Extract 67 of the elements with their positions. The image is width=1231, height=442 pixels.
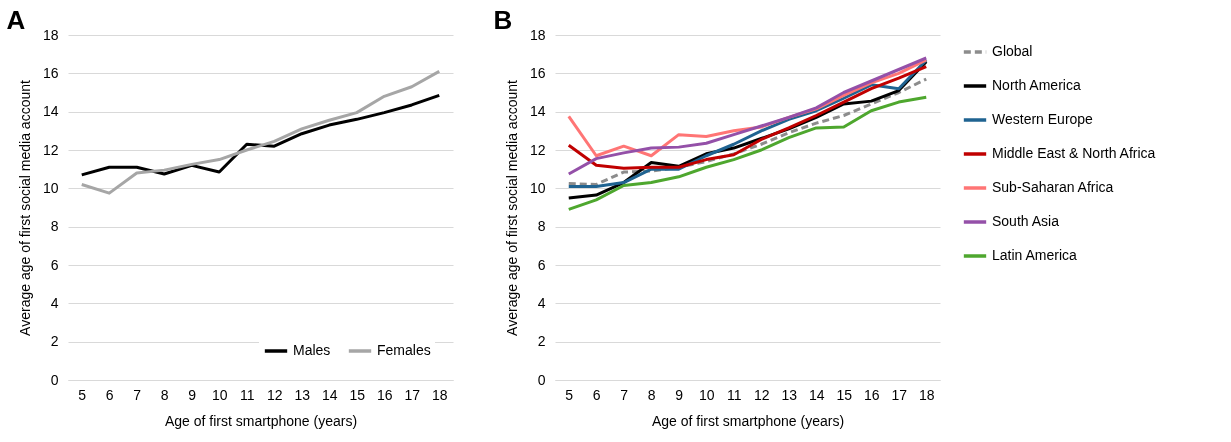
x-tick-label: 12 bbox=[753, 386, 770, 403]
legend-label: North America bbox=[992, 77, 1081, 93]
y-axis-title: Average age of first social media account bbox=[503, 80, 520, 336]
x-tick-label: 17 bbox=[891, 386, 908, 403]
y-tick-label: 8 bbox=[537, 218, 546, 235]
y-axis-title: Average age of first social media account bbox=[16, 80, 33, 336]
y-tick-label: 12 bbox=[529, 141, 546, 158]
x-tick-label: 9 bbox=[675, 386, 684, 403]
chart-title: B bbox=[493, 5, 513, 35]
x-tick-label: 13 bbox=[781, 386, 798, 403]
y-tick-label: 6 bbox=[537, 256, 546, 273]
x-tick-label: 7 bbox=[133, 386, 142, 403]
x-tick-label: 8 bbox=[160, 386, 169, 403]
x-axis-title: Age of first smartphone (years) bbox=[164, 412, 358, 429]
y-tick-label: 16 bbox=[529, 64, 546, 81]
y-tick-label: 14 bbox=[42, 103, 59, 120]
line-series bbox=[567, 95, 928, 211]
x-tick-label: 6 bbox=[592, 386, 601, 403]
x-tick-label: 8 bbox=[647, 386, 656, 403]
x-tick-label: 14 bbox=[808, 386, 825, 403]
x-tick-label: 11 bbox=[239, 386, 255, 403]
legend-label: Males bbox=[293, 342, 331, 358]
y-tick-label: 0 bbox=[537, 371, 546, 388]
y-tick-label: 2 bbox=[50, 333, 59, 350]
x-tick-label: 13 bbox=[294, 386, 311, 403]
x-tick-label: 5 bbox=[565, 386, 574, 403]
x-tick-label: 7 bbox=[620, 386, 629, 403]
legend-label: Western Europe bbox=[992, 111, 1094, 127]
y-tick-label: 4 bbox=[50, 294, 59, 311]
y-tick-label: 16 bbox=[42, 64, 59, 81]
x-tick-label: 11 bbox=[726, 386, 742, 403]
line-series bbox=[80, 69, 441, 195]
legend-label: Global bbox=[992, 43, 1033, 59]
y-tick-label: 8 bbox=[50, 218, 59, 235]
x-tick-label: 18 bbox=[918, 386, 935, 403]
x-tick-label: 12 bbox=[266, 386, 283, 403]
legend-label: Latin America bbox=[992, 247, 1078, 263]
y-tick-label: 18 bbox=[529, 26, 546, 43]
x-tick-label: 10 bbox=[698, 386, 715, 403]
legend-label: Middle East & North Africa bbox=[992, 145, 1156, 161]
y-tick-label: 4 bbox=[537, 294, 546, 311]
x-tick-label: 5 bbox=[78, 386, 87, 403]
legend-label: South Asia bbox=[992, 213, 1060, 229]
legend-label: Sub-Saharan Africa bbox=[992, 179, 1114, 195]
line-series bbox=[567, 77, 928, 186]
x-tick-label: 16 bbox=[376, 386, 393, 403]
x-tick-label: 6 bbox=[105, 386, 114, 403]
y-tick-label: 6 bbox=[50, 256, 59, 273]
y-tick-label: 18 bbox=[42, 26, 59, 43]
x-tick-label: 9 bbox=[188, 386, 197, 403]
x-tick-label: 14 bbox=[321, 386, 338, 403]
line-series bbox=[80, 93, 441, 177]
legend-label: Females bbox=[377, 342, 431, 358]
x-tick-label: 16 bbox=[863, 386, 880, 403]
y-tick-label: 2 bbox=[537, 333, 546, 350]
y-tick-label: 10 bbox=[529, 179, 546, 196]
y-tick-label: 14 bbox=[529, 103, 546, 120]
x-tick-label: 17 bbox=[404, 386, 421, 403]
x-tick-label: 10 bbox=[211, 386, 228, 403]
x-tick-label: 15 bbox=[349, 386, 366, 403]
chart-title: A bbox=[6, 5, 26, 35]
y-tick-label: 0 bbox=[50, 371, 59, 388]
x-tick-label: 15 bbox=[836, 386, 853, 403]
x-axis-title: Age of first smartphone (years) bbox=[651, 412, 845, 429]
y-tick-label: 10 bbox=[42, 179, 59, 196]
x-tick-label: 18 bbox=[431, 386, 448, 403]
y-tick-label: 12 bbox=[42, 141, 59, 158]
